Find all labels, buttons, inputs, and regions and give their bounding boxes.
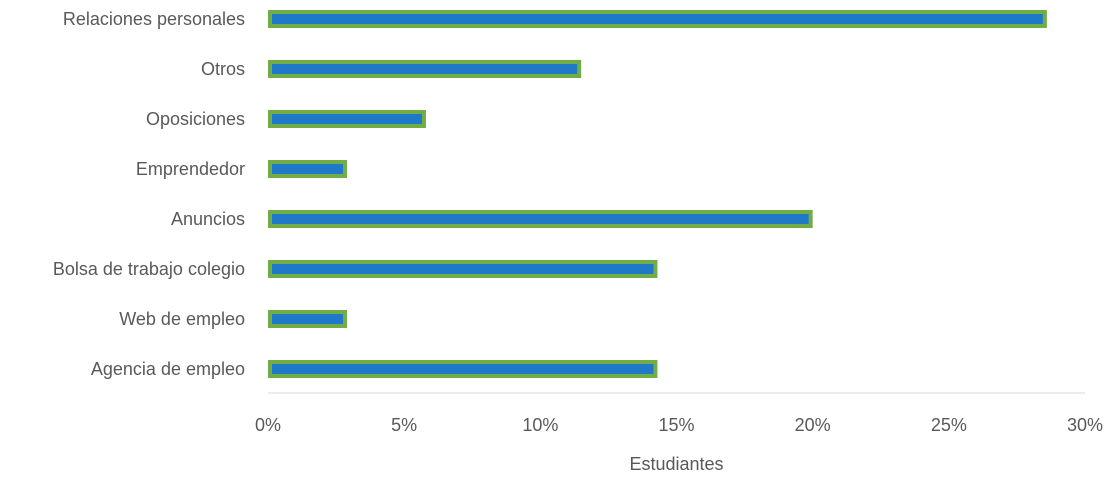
bar-2 bbox=[268, 60, 582, 78]
category-label: Otros bbox=[201, 59, 245, 79]
category-label: Web de empleo bbox=[119, 309, 245, 329]
bar-3 bbox=[268, 110, 426, 128]
x-tick-label: 10% bbox=[522, 415, 558, 435]
x-tick-label: 25% bbox=[931, 415, 967, 435]
category-label: Anuncios bbox=[171, 209, 245, 229]
x-tick-label: 15% bbox=[658, 415, 694, 435]
bar-1 bbox=[268, 10, 1047, 28]
x-tick-label: 0% bbox=[255, 415, 281, 435]
x-tick-labels: 0% 5% 10% 15% 20% 25% 30% bbox=[255, 415, 1103, 435]
bar-6 bbox=[268, 260, 658, 278]
bar-8 bbox=[268, 360, 658, 378]
x-tick-label: 5% bbox=[391, 415, 417, 435]
bars-layer bbox=[268, 10, 1047, 378]
x-tick-label: 30% bbox=[1067, 415, 1103, 435]
category-label: Agencia de empleo bbox=[91, 359, 245, 379]
bar-5 bbox=[268, 210, 813, 228]
bar-7 bbox=[268, 310, 347, 328]
category-label: Bolsa de trabajo colegio bbox=[53, 259, 245, 279]
category-labels: Relaciones personales Otros Oposiciones Emp… bbox=[53, 9, 245, 379]
category-label: Oposiciones bbox=[146, 109, 245, 129]
x-tick-label: 20% bbox=[795, 415, 831, 435]
category-label: Relaciones personales bbox=[63, 9, 245, 29]
category-label: Emprendedor bbox=[136, 159, 245, 179]
bar-4 bbox=[268, 160, 347, 178]
x-axis-title: Estudiantes bbox=[629, 454, 723, 474]
